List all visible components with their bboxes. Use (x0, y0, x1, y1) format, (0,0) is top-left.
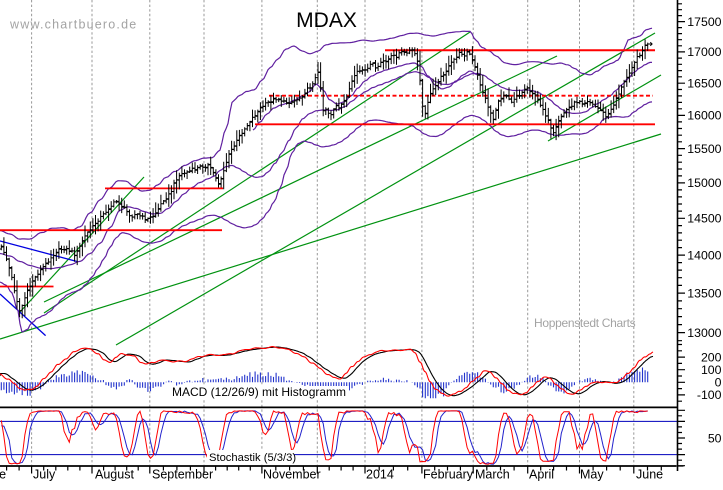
svg-text:0: 0 (715, 376, 722, 390)
svg-text:16500: 16500 (687, 77, 721, 91)
svg-text:August: August (95, 468, 134, 482)
svg-text:13000: 13000 (687, 326, 721, 340)
svg-text:Hoppenstedt Charts: Hoppenstedt Charts (534, 316, 636, 330)
svg-text:Stochastik (5/3/3): Stochastik (5/3/3) (209, 452, 296, 464)
svg-text:March: March (475, 468, 510, 482)
svg-text:13500: 13500 (687, 286, 721, 300)
svg-text:50: 50 (708, 431, 722, 445)
svg-text:June: June (636, 468, 663, 482)
svg-text:100: 100 (701, 363, 722, 377)
svg-text:September: September (152, 468, 213, 482)
svg-text:May: May (580, 468, 604, 482)
svg-text:14000: 14000 (687, 248, 721, 262)
svg-text:February: February (423, 468, 474, 482)
svg-text:14500: 14500 (687, 212, 721, 226)
svg-text:15000: 15000 (687, 176, 721, 190)
svg-text:June: June (0, 468, 6, 482)
svg-text:16000: 16000 (687, 109, 721, 123)
svg-text:April: April (529, 468, 554, 482)
svg-text:MDAX: MDAX (296, 9, 357, 32)
svg-text:17000: 17000 (687, 45, 721, 59)
svg-text:17500: 17500 (687, 15, 721, 29)
svg-text:www.chartbuero.de: www.chartbuero.de (9, 18, 137, 32)
svg-text:200: 200 (701, 350, 722, 364)
svg-text:November: November (263, 468, 321, 482)
svg-text:15500: 15500 (687, 142, 721, 156)
svg-text:2014: 2014 (366, 468, 394, 482)
svg-text:July: July (33, 468, 56, 482)
svg-text:MACD (12/26/9) mit Histogramm: MACD (12/26/9) mit Histogramm (172, 385, 346, 399)
svg-text:-100: -100 (697, 388, 722, 402)
